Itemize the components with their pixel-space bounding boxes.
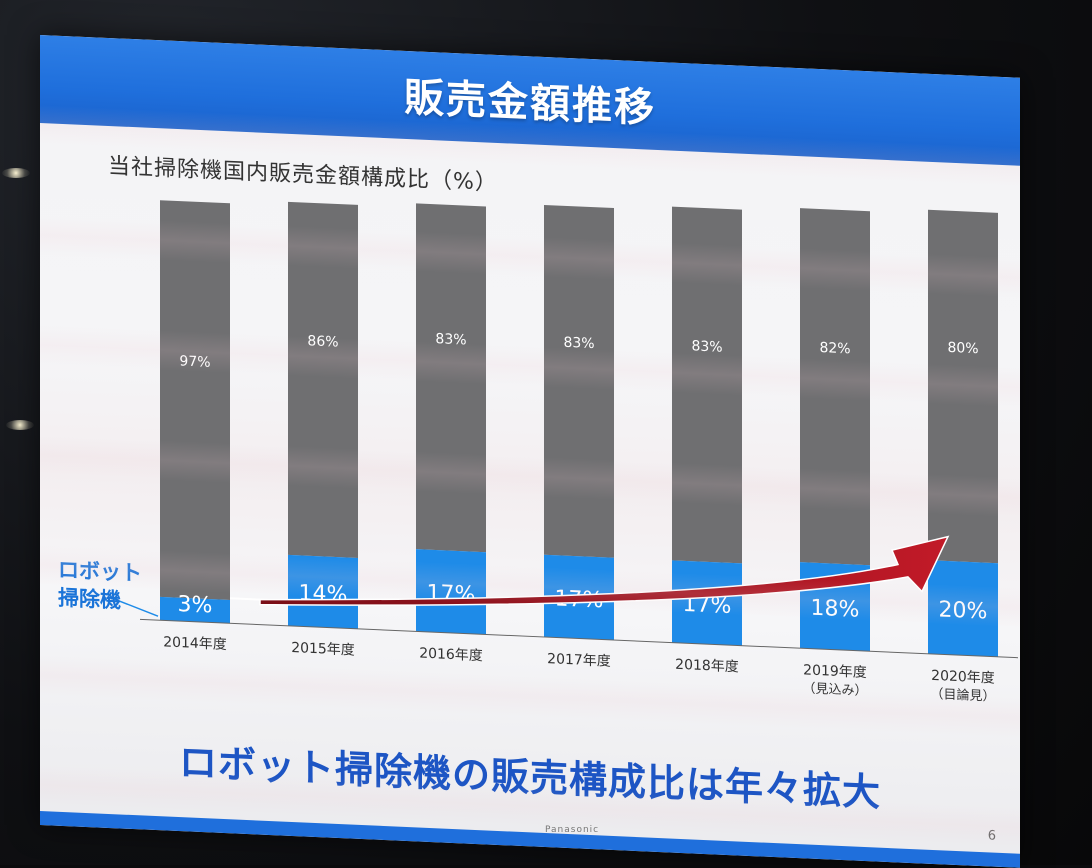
callout-leader-line: [111, 597, 159, 617]
category-label-1-0: 2015年度: [291, 640, 355, 659]
bar-other-4: [672, 206, 742, 564]
bar-robot-6: [928, 560, 998, 657]
bar-robot-4: [672, 560, 742, 646]
label-robot-0: 3%: [178, 592, 213, 619]
category-label-0-0: 2014年度: [163, 634, 227, 653]
monitor-brand-logo: Panasonic: [545, 825, 600, 835]
category-label-6-0: 2020年度: [931, 668, 995, 687]
bar-other-2: [416, 203, 486, 553]
label-other-2: 83%: [435, 331, 466, 348]
bar-robot-2: [416, 549, 486, 635]
callout-line-1: ロボット: [58, 557, 142, 586]
bar-other-0: [160, 200, 230, 600]
bar-other-3: [544, 205, 614, 558]
label-other-6: 80%: [947, 340, 978, 357]
bar-robot-1: [288, 554, 358, 629]
robot-vacuum-callout: ロボット 掃除機: [58, 556, 142, 616]
label-other-4: 83%: [691, 338, 722, 355]
label-other-3: 83%: [563, 335, 594, 352]
label-robot-6: 20%: [939, 597, 988, 624]
bar-robot-0: [160, 596, 230, 624]
ceiling-light-icon: [6, 420, 34, 430]
bar-other-1: [288, 201, 358, 558]
label-other-1: 86%: [307, 333, 338, 350]
x-axis-baseline: [140, 618, 1018, 659]
ceiling-light-icon: [2, 168, 30, 178]
bars-layer: [160, 200, 998, 657]
label-robot-5: 18%: [811, 596, 860, 623]
bar-other-5: [800, 208, 870, 566]
category-label-4-0: 2018年度: [675, 657, 739, 676]
category-label-5-1: （見込み）: [803, 681, 868, 699]
page-number: 6: [987, 828, 996, 844]
presentation-slide: 販売金額推移 当社掃除機国内販売金額構成比（%） 97% 3% 2014年度 86% 1…: [40, 35, 1020, 868]
callout-line-2: 掃除機: [58, 585, 121, 613]
label-other-0: 97%: [179, 353, 210, 370]
category-label-2-0: 2016年度: [419, 646, 483, 665]
category-label-3-0: 2017年度: [547, 651, 611, 670]
stacked-bar-chart: 97%3%2014年度86%14%2015年度83%17%2016年度83%17…: [111, 200, 1018, 705]
trend-arrow: [259, 535, 950, 606]
category-label-5-0: 2019年度: [803, 662, 867, 681]
category-label-6-1: （目論見）: [931, 686, 996, 705]
bar-other-6: [928, 209, 998, 564]
trend-arrow-shape: [259, 535, 950, 606]
label-other-5: 82%: [819, 340, 850, 357]
